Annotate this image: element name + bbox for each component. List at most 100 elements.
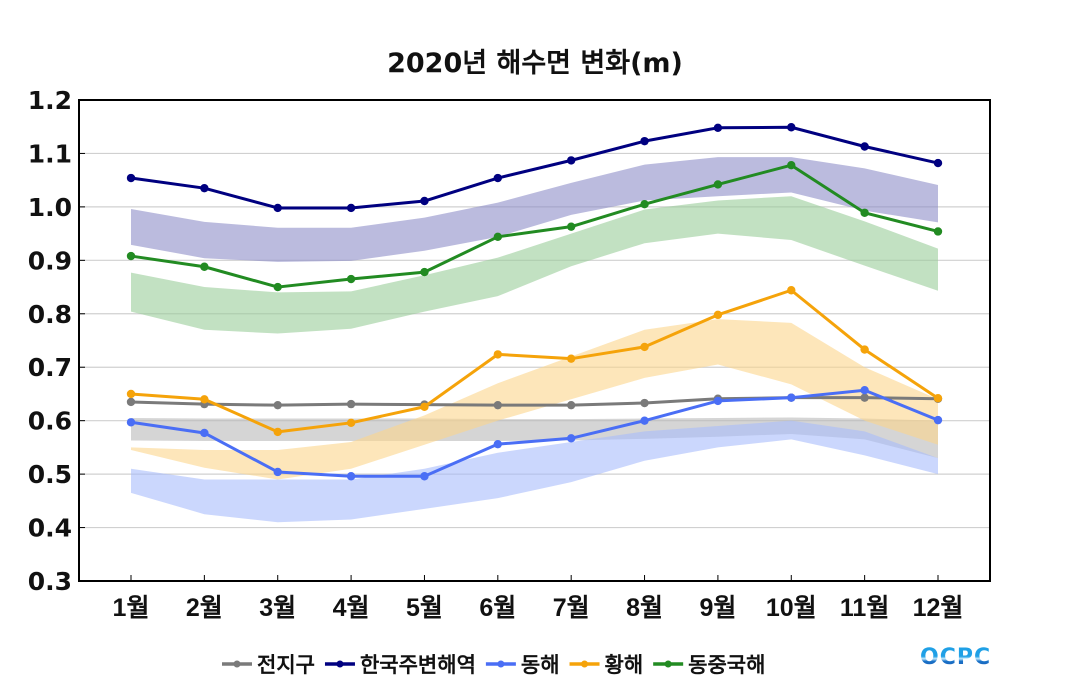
ocpc-logo: OCPC — [920, 645, 992, 670]
data-point — [933, 415, 943, 425]
plot-frame — [78, 99, 991, 582]
range-band-동중국해 — [131, 196, 938, 334]
data-point — [713, 180, 723, 189]
x-tick-label: 6월 — [479, 594, 516, 622]
legend-item: 동중국해 — [653, 653, 765, 677]
data-point — [713, 123, 723, 132]
data-point — [933, 227, 943, 236]
range-band-한국주변해역 — [131, 157, 938, 262]
data-point — [126, 389, 136, 399]
data-point — [273, 282, 282, 292]
data-point — [493, 400, 503, 410]
data-point — [420, 196, 429, 206]
data-point — [860, 393, 869, 402]
legend-label: 한국주변해역 — [360, 653, 476, 677]
data-point — [346, 472, 356, 481]
data-point — [346, 418, 356, 428]
x-axis-ticks: 1월 2월 3월 4월 5월 6월 7월 8월 9월 10월 11월 12월 — [113, 575, 964, 622]
data-point — [640, 200, 649, 209]
data-point — [787, 123, 796, 132]
data-point — [787, 393, 796, 402]
data-point — [493, 439, 503, 449]
range-band-황해 — [131, 319, 938, 480]
data-point — [787, 286, 796, 295]
data-point — [346, 274, 356, 284]
data-point — [860, 208, 869, 217]
data-point — [200, 395, 209, 404]
legend-label: 동중국해 — [688, 653, 765, 677]
legend-item: 한국주변해역 — [324, 653, 476, 677]
legend-item: 황해 — [569, 653, 644, 677]
legend-swatch-marker — [581, 660, 589, 668]
data-point — [273, 427, 282, 437]
y-tick-label: 0.4 — [28, 514, 72, 543]
data-point — [200, 428, 209, 438]
x-tick-label: 7월 — [553, 594, 590, 622]
data-point — [713, 396, 723, 406]
data-point — [566, 222, 576, 231]
legend-swatch-marker — [497, 660, 505, 668]
legend-swatch-marker — [664, 660, 672, 668]
series-line-한국주변해역 — [130, 125, 939, 210]
legend-label: 전지구 — [257, 653, 315, 677]
data-point — [860, 142, 869, 151]
data-point — [493, 232, 503, 242]
x-tick-label: 2월 — [186, 594, 223, 622]
y-tick-label: 0.6 — [28, 407, 72, 436]
data-point — [346, 399, 356, 409]
legend: 전지구 한국주변해역 동해 황해 동중국해 — [222, 653, 765, 677]
legend-item: 동해 — [485, 653, 560, 677]
legend-label: 동해 — [521, 653, 560, 677]
data-point — [566, 400, 576, 410]
data-point — [566, 354, 576, 363]
data-point — [273, 400, 282, 410]
data-point — [493, 350, 503, 359]
range-bands — [131, 157, 938, 523]
y-tick-label: 0.8 — [28, 300, 72, 329]
data-point — [126, 397, 136, 407]
legend-swatch-marker — [336, 660, 344, 668]
y-tick-label: 0.9 — [28, 246, 72, 275]
data-point — [126, 418, 136, 427]
data-point — [346, 203, 356, 213]
y-tick-label: 0.5 — [28, 460, 72, 489]
y-tick-label: 0.3 — [28, 567, 72, 596]
y-tick-label: 0.7 — [28, 353, 72, 382]
x-tick-label: 5월 — [406, 594, 443, 622]
y-tick-label: 1.1 — [28, 139, 72, 168]
data-point — [420, 267, 429, 277]
chart-title: 2020년 해수면 변화(m) — [387, 48, 683, 79]
data-point — [640, 136, 649, 146]
x-tick-label: 1월 — [113, 594, 150, 622]
data-point — [566, 434, 576, 443]
x-tick-label: 11월 — [840, 594, 889, 622]
data-point — [420, 402, 429, 411]
series-lines — [126, 123, 943, 481]
data-point — [273, 203, 282, 213]
series-line-황해 — [130, 288, 939, 434]
data-point — [713, 310, 723, 320]
data-point — [787, 161, 796, 170]
x-tick-label: 12월 — [913, 594, 964, 622]
x-tick-label: 8월 — [626, 594, 663, 622]
data-point — [493, 173, 503, 183]
x-tick-label: 4월 — [333, 594, 370, 622]
data-point — [200, 183, 209, 193]
legend-label: 황해 — [605, 653, 644, 677]
data-point — [860, 386, 869, 395]
y-tick-label: 1.2 — [28, 86, 72, 115]
series-line-동중국해 — [130, 163, 939, 289]
x-tick-label: 10월 — [766, 594, 817, 622]
data-point — [640, 398, 649, 408]
data-point — [126, 173, 136, 183]
data-point — [640, 342, 649, 352]
data-point — [933, 394, 943, 403]
data-point — [860, 345, 869, 354]
data-point — [420, 472, 429, 481]
y-tick-label: 1.0 — [28, 193, 72, 222]
series-line-동해 — [130, 388, 939, 478]
x-tick-label: 3월 — [259, 594, 296, 622]
data-point — [640, 416, 649, 425]
data-point — [200, 262, 209, 271]
legend-swatch-marker — [233, 660, 241, 668]
